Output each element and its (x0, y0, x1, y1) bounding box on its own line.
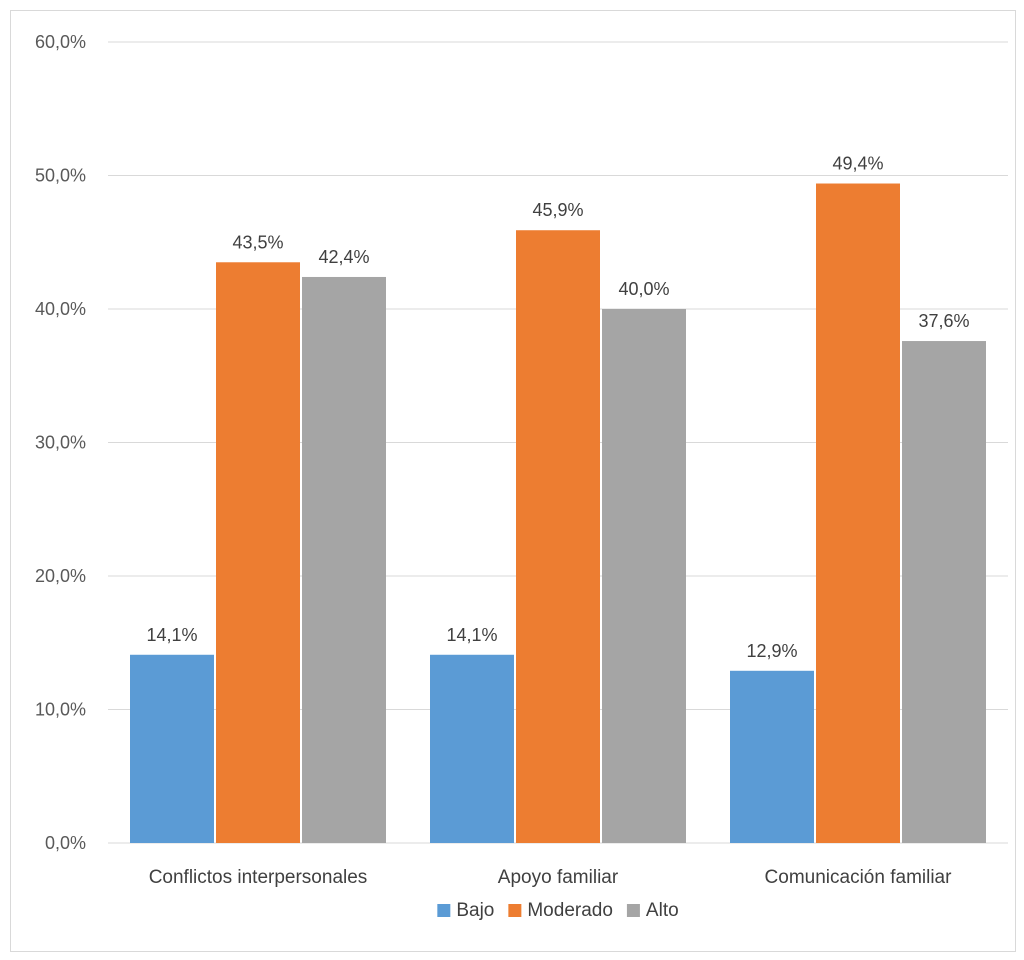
category-label: Comunicación familiar (765, 867, 953, 888)
category-label: Apoyo familiar (498, 867, 619, 888)
y-tick-label: 20,0% (35, 566, 86, 586)
data-label: 49,4% (832, 154, 883, 174)
data-label: 42,4% (318, 247, 369, 267)
data-label: 14,1% (446, 625, 497, 645)
y-tick-label: 0,0% (45, 833, 86, 853)
data-label: 12,9% (746, 641, 797, 661)
bar-moderado-0 (216, 262, 300, 843)
data-labels: 14,1% 43,5% 42,4% 14,1% 45,9% 40,0% 12,9% 49,4%… (146, 154, 969, 661)
legend-swatch-moderado (508, 904, 522, 917)
y-tick-label: 40,0% (35, 299, 86, 319)
y-tick-label: 50,0% (35, 166, 86, 186)
data-label: 45,9% (532, 200, 583, 220)
bar-moderado-2 (816, 183, 900, 843)
bar-alto-2 (902, 341, 986, 843)
y-tick-label: 30,0% (35, 433, 86, 453)
y-axis-tick-labels: 0,0% 10,0% 20,0% 30,0% 40,0% 50,0% 60,0% (35, 32, 86, 853)
legend-label: Bajo (456, 900, 494, 921)
legend-label: Alto (646, 900, 679, 921)
y-tick-label: 60,0% (35, 32, 86, 52)
data-label: 14,1% (146, 625, 197, 645)
bar-bajo-1 (430, 654, 514, 843)
legend-swatch-bajo (437, 904, 451, 917)
bar-alto-1 (602, 309, 686, 843)
data-label: 40,0% (618, 279, 669, 299)
bar-alto-0 (302, 276, 386, 844)
bar-moderado-1 (516, 230, 600, 844)
bar-bajo-2 (730, 670, 814, 843)
category-label: Conflictos interpersonales (149, 867, 368, 888)
data-label: 43,5% (232, 232, 283, 252)
bars (130, 183, 986, 844)
legend: Bajo Moderado Alto (437, 900, 679, 921)
legend-swatch-alto (626, 904, 640, 917)
y-tick-label: 10,0% (35, 700, 86, 720)
bar-bajo-0 (130, 654, 214, 843)
data-label: 37,6% (918, 311, 969, 331)
x-axis-category-labels: Conflictos interpersonales Apoyo familiar… (149, 867, 952, 888)
legend-label: Moderado (527, 900, 613, 921)
